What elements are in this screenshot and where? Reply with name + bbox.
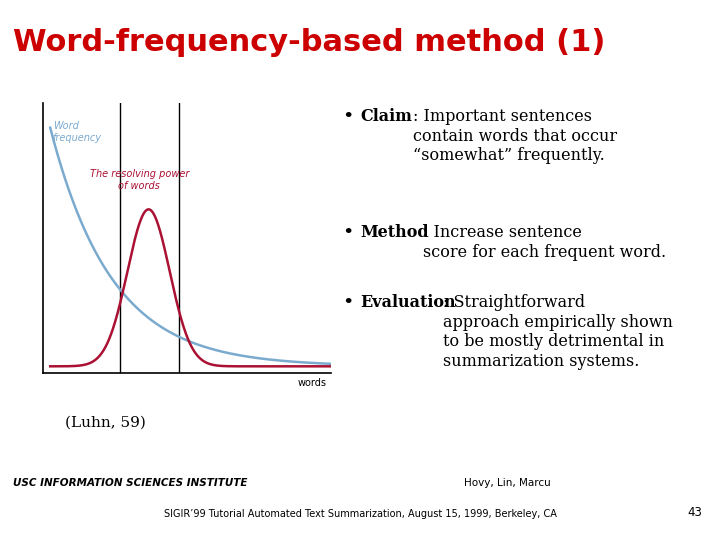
Text: Word
frequency: Word frequency bbox=[53, 122, 102, 143]
Text: words: words bbox=[297, 377, 326, 388]
Text: The resolving power
of words: The resolving power of words bbox=[89, 169, 189, 191]
Text: ISI: ISI bbox=[446, 480, 456, 487]
Text: : Straightforward
approach empirically shown
to be mostly detrimental in
summari: : Straightforward approach empirically s… bbox=[443, 294, 672, 370]
Text: Hovy, Lin, Marcu: Hovy, Lin, Marcu bbox=[464, 478, 551, 488]
Text: 43: 43 bbox=[687, 507, 702, 519]
Text: Word-frequency-based method (1): Word-frequency-based method (1) bbox=[13, 28, 606, 57]
Text: •: • bbox=[342, 294, 354, 312]
Text: : Increase sentence
score for each frequent word.: : Increase sentence score for each frequ… bbox=[423, 224, 667, 261]
Text: •: • bbox=[342, 224, 354, 242]
Text: SIGIR’99 Tutorial Automated Text Summarization, August 15, 1999, Berkeley, CA: SIGIR’99 Tutorial Automated Text Summari… bbox=[163, 509, 557, 519]
Text: (Luhn, 59): (Luhn, 59) bbox=[65, 416, 145, 430]
Text: •: • bbox=[342, 108, 354, 126]
Text: USC INFORMATION SCIENCES INSTITUTE: USC INFORMATION SCIENCES INSTITUTE bbox=[13, 478, 248, 488]
Text: Evaluation: Evaluation bbox=[360, 294, 456, 311]
Text: Method: Method bbox=[360, 224, 428, 241]
Text: : Important sentences
contain words that occur
“somewhat” frequently.: : Important sentences contain words that… bbox=[413, 108, 617, 164]
Text: Claim: Claim bbox=[360, 108, 412, 125]
